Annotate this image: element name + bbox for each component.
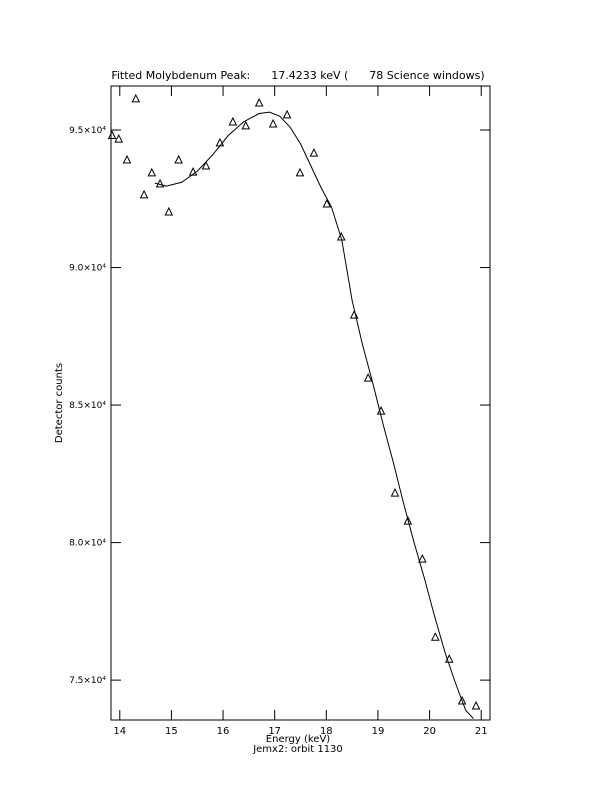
data-point [430,632,440,641]
data-point [295,167,305,177]
data-point [241,120,251,130]
data-point [268,118,278,128]
x-tick-label: 16 [217,726,230,737]
data-point [403,516,413,525]
y-tick-label: 8.5×10⁴ [69,401,106,411]
data-point [471,700,481,710]
x-tick-label: 14 [113,726,126,737]
y-tick-label: 9.5×10⁴ [69,126,106,136]
data-point [114,133,124,143]
data-point [282,109,292,119]
data-point [147,167,157,177]
y-axis-label: Detector counts [54,363,65,443]
y-tick-label: 8.0×10⁴ [69,539,106,549]
y-tick-label: 7.5×10⁴ [69,676,106,686]
data-point [309,147,319,157]
data-point [122,154,132,164]
x-tick-label: 18 [320,726,333,737]
x-axis-label: Energy (keV) [266,734,331,745]
y-tick-label: 9.0×10⁴ [69,264,106,274]
data-point [457,695,467,705]
x-tick-label: 17 [268,726,281,737]
data-point [201,160,211,170]
plot-frame [110,85,491,721]
x-tick-label: 15 [165,726,178,737]
data-point [139,189,149,199]
x-tick-label: 20 [423,726,436,737]
chart-title: Fitted Molybdenum Peak: 17.4233 keV ( 78… [111,69,484,82]
data-point [322,198,332,208]
data-point [228,116,238,126]
data-point [164,206,174,216]
data-point [349,310,359,319]
data-point [390,487,400,497]
data-point [131,93,141,103]
x-tick-label: 21 [475,726,488,737]
data-point [363,372,373,382]
data-point [254,97,264,107]
x-tick-label: 19 [372,726,385,737]
subtitle: Jemx2: orbit 1130 [252,744,343,755]
data-point [418,553,427,563]
fit-line [154,111,474,719]
data-point [188,166,198,176]
data-point [174,154,183,164]
data-point [155,178,165,188]
data-point [107,130,117,140]
